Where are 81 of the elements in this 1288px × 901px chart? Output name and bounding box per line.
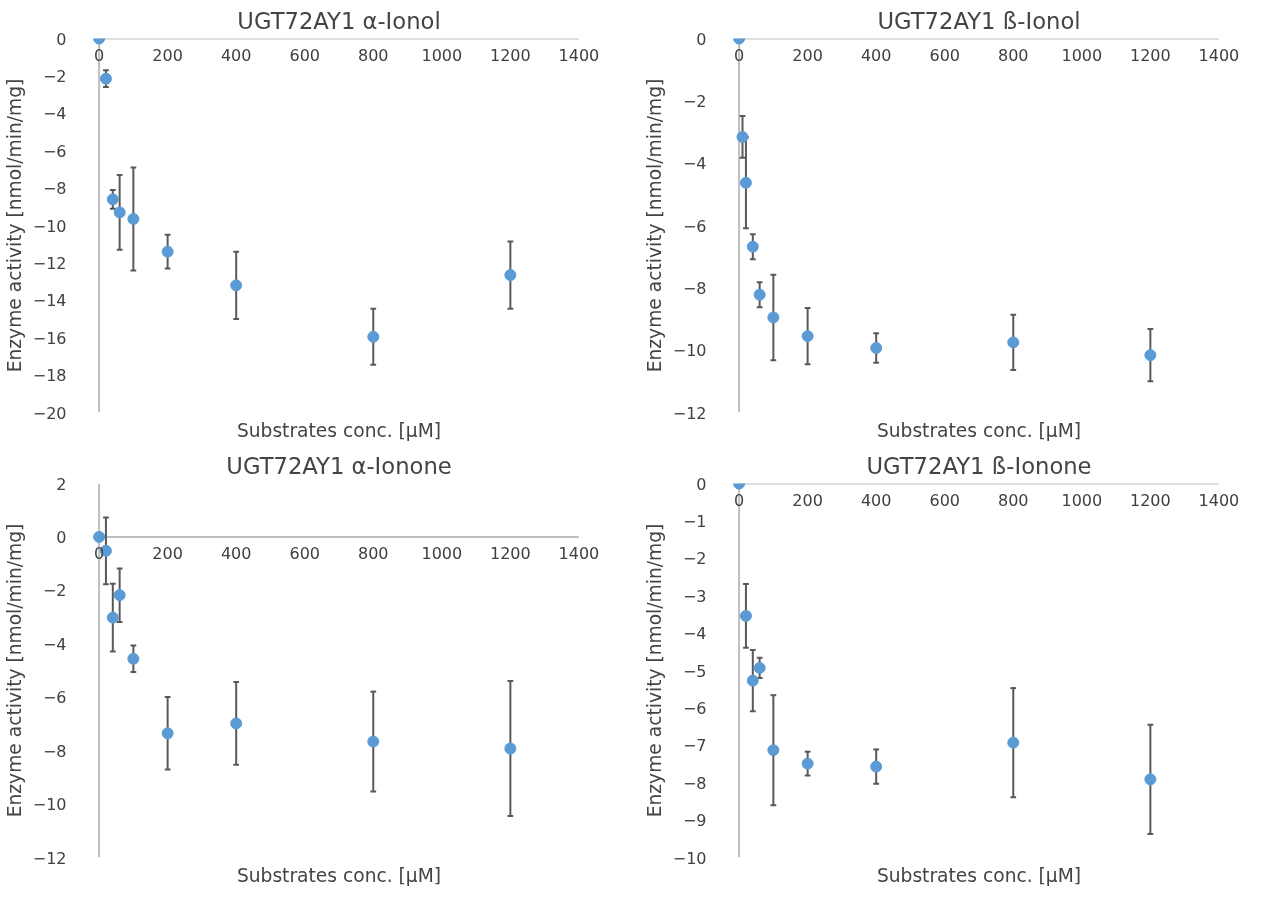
y-tick-label: −6 [682, 698, 707, 718]
y-tick-label: −6 [42, 141, 67, 161]
y-tick-label: −4 [682, 154, 707, 174]
y-axis-title: Enzyme activity [nmol/min/mg] [643, 523, 665, 818]
x-tick-label: 200 [152, 45, 183, 65]
y-tick-label: −8 [42, 179, 67, 199]
y-tick-label: −10 [32, 795, 67, 815]
y-tick-label: −12 [32, 253, 67, 273]
y-tick-label: −9 [682, 811, 707, 831]
y-tick-label: 0 [56, 527, 67, 547]
y-tick-label: −16 [32, 328, 67, 348]
y-tick-label: −6 [42, 688, 67, 708]
x-tick-label: 0 [94, 45, 105, 65]
y-tick-label: −12 [672, 403, 707, 423]
chart-title: UGT72AY1 ß-Ionol [877, 7, 1081, 34]
x-tick-label: 600 [929, 45, 960, 65]
y-tick-label: 2 [56, 474, 67, 494]
x-tick-label: 400 [220, 543, 252, 563]
y-tick-label: −8 [682, 278, 707, 298]
x-tick-label: 1200 [1130, 490, 1171, 510]
x-tick-label: 800 [998, 490, 1029, 510]
x-tick-label: 400 [860, 490, 892, 510]
y-tick-label: −2 [682, 91, 707, 111]
y-axis-title: Enzyme activity [nmol/min/mg] [643, 78, 665, 373]
x-tick-label: 400 [220, 45, 252, 65]
x-axis-title: Substrates conc. [µM] [876, 419, 1082, 441]
x-tick-label: 800 [358, 45, 389, 65]
y-tick-label: −4 [42, 634, 67, 654]
x-tick-label: 200 [792, 45, 823, 65]
x-axis-title: Substrates conc. [µM] [236, 864, 442, 886]
x-tick-label: 600 [929, 490, 960, 510]
y-tick-label: −5 [682, 661, 707, 681]
x-tick-label: 1200 [490, 543, 531, 563]
x-tick-label: 1000 [1061, 45, 1103, 65]
y-tick-label: −4 [42, 104, 67, 124]
x-tick-label: 1200 [490, 45, 531, 65]
x-tick-label: 1200 [1130, 45, 1171, 65]
y-tick-label: 0 [56, 29, 67, 49]
x-tick-label: 1000 [421, 45, 463, 65]
x-tick-label: 1400 [558, 543, 600, 563]
y-tick-label: −8 [42, 741, 67, 761]
x-tick-label: 1000 [1061, 490, 1103, 510]
x-tick-label: 1400 [1198, 45, 1240, 65]
x-tick-label: 0 [734, 45, 745, 65]
x-tick-label: 800 [358, 543, 389, 563]
x-tick-label: 200 [152, 543, 183, 563]
x-tick-label: 600 [289, 45, 320, 65]
x-tick-label: 1400 [558, 45, 600, 65]
y-tick-label: −1 [682, 511, 707, 531]
x-axis-title: Substrates conc. [µM] [236, 419, 442, 441]
x-axis-title: Substrates conc. [µM] [876, 864, 1082, 886]
y-tick-label: −18 [32, 366, 67, 386]
x-tick-label: 600 [289, 543, 320, 563]
y-axis-title: Enzyme activity [nmol/min/mg] [3, 523, 25, 818]
y-tick-label: 0 [696, 29, 707, 49]
y-tick-label: −14 [32, 291, 67, 311]
x-tick-label: 1400 [1198, 490, 1240, 510]
y-tick-label: −10 [672, 341, 707, 361]
y-tick-label: −2 [682, 549, 707, 569]
y-tick-label: −10 [672, 848, 707, 868]
x-tick-label: 0 [94, 543, 105, 563]
y-tick-label: −2 [42, 581, 67, 601]
x-tick-label: 800 [998, 45, 1029, 65]
chart-title: UGT72AY1 ß-Ionone [866, 452, 1092, 479]
y-tick-label: −3 [682, 586, 707, 606]
x-tick-label: 1000 [421, 543, 463, 563]
y-tick-label: −6 [682, 216, 707, 236]
y-tick-label: 0 [696, 474, 707, 494]
y-tick-label: −8 [682, 773, 707, 793]
x-tick-label: 200 [792, 490, 823, 510]
chart-title: UGT72AY1 α-Ionone [226, 452, 452, 479]
y-tick-label: −2 [42, 66, 67, 86]
y-tick-label: −20 [32, 403, 67, 423]
y-axis-title: Enzyme activity [nmol/min/mg] [3, 78, 25, 373]
x-tick-label: 0 [734, 490, 745, 510]
y-tick-label: −10 [32, 216, 67, 236]
y-tick-label: −7 [682, 736, 707, 756]
y-tick-label: −12 [32, 848, 67, 868]
chart-title: UGT72AY1 α-Ionol [237, 7, 441, 34]
y-tick-label: −4 [682, 624, 707, 644]
x-tick-label: 400 [860, 45, 892, 65]
